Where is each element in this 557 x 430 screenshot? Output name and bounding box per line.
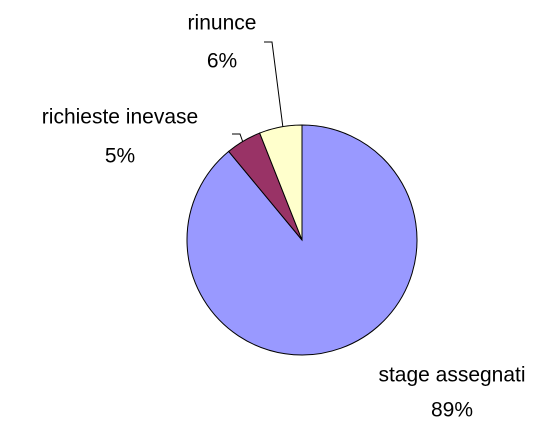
pie-slice [259,124,303,241]
slice-label: rinunce [188,12,257,35]
slice-value-label: 6% [207,50,237,73]
leader-line [264,41,284,129]
slice-label: richieste inevase [42,106,198,129]
slice-value-label: 5% [105,145,135,168]
slice-value-label: 89% [431,399,473,422]
slice-label: stage assegnati [378,364,525,387]
